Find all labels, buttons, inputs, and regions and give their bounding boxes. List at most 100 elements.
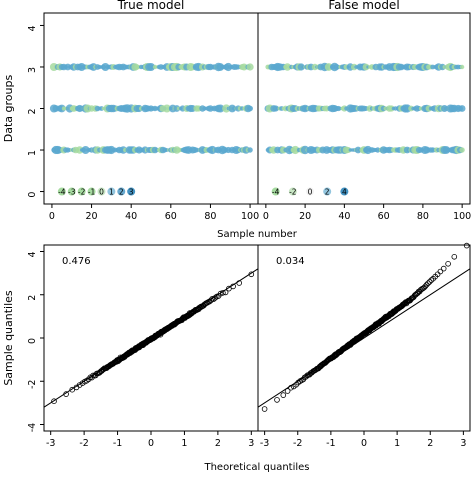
panel-title: True model	[117, 0, 185, 12]
legend-swatch	[271, 187, 280, 196]
x-tick-label: -2	[293, 438, 302, 449]
value-legend: -4 -2 0 2 4	[271, 187, 349, 197]
dot	[247, 147, 253, 153]
p-value-annotation: 0.476	[62, 256, 91, 267]
y-axis-label: Sample quantiles	[2, 290, 15, 386]
y-tick-label: -4	[27, 423, 38, 432]
qq-point	[284, 388, 291, 394]
value-legend: -4 -3 -2 -1 0 1 2 3	[57, 187, 136, 197]
legend-swatch	[127, 187, 136, 196]
qq-panel-2: 0.034 -3 -2 -1 0 1 2 3	[257, 242, 471, 449]
x-tick-label: 0	[263, 211, 269, 222]
legend-label: 3	[129, 188, 134, 197]
x-tick-label: 80	[417, 211, 429, 222]
qq-point	[274, 397, 280, 403]
y-tick-label: 0	[27, 338, 38, 344]
dot	[246, 63, 254, 71]
qq-point	[445, 260, 451, 267]
dot	[459, 147, 465, 153]
qq-point	[423, 281, 430, 288]
dot	[75, 146, 84, 154]
qq-point	[288, 384, 294, 391]
x-tick-label: 0	[148, 438, 154, 449]
dot-row-2	[49, 104, 254, 113]
x-tick-label: 80	[204, 211, 216, 222]
legend-label: -2	[289, 188, 297, 197]
qq-points	[51, 271, 255, 405]
x-tick-label: 1	[181, 438, 187, 449]
y-tick-label: 4	[27, 251, 38, 257]
panel-title: False model	[328, 0, 399, 12]
x-tick-label: -3	[46, 438, 55, 449]
qq-point	[230, 283, 236, 290]
legend-label: 1	[109, 188, 114, 197]
qq-point	[226, 285, 232, 292]
qq-point	[280, 392, 287, 398]
legend-label: -1	[88, 188, 96, 197]
dot	[362, 63, 370, 71]
dot	[297, 63, 305, 71]
x-tick-label: 1	[394, 438, 400, 449]
qq-point	[63, 391, 69, 397]
y-tick-label: 0	[27, 192, 38, 198]
legend-swatch	[288, 187, 297, 196]
x-tick-label: 2	[427, 438, 433, 449]
legend-label: 0	[308, 188, 313, 197]
legend-label: -2	[78, 188, 86, 197]
p-value-annotation: 0.034	[276, 256, 305, 267]
x-tick-label: -3	[260, 438, 269, 449]
dot-row-1	[265, 145, 465, 155]
legend-swatch	[340, 187, 349, 196]
reference-line	[257, 268, 471, 408]
dot	[81, 146, 90, 154]
x-tick-label: 20	[86, 211, 98, 222]
x-tick-label: 40	[338, 211, 350, 222]
x-tick-label: 100	[241, 211, 259, 222]
qq-point	[434, 271, 441, 278]
legend-label: -4	[272, 188, 280, 197]
x-tick-label: 3	[460, 438, 466, 449]
legend-swatch	[77, 187, 86, 196]
qq-point	[84, 377, 90, 384]
qq-point	[217, 290, 224, 297]
y-axis-label: Data groups	[2, 75, 15, 143]
qq-point	[261, 406, 268, 412]
dot	[222, 104, 231, 113]
legend-label: -3	[68, 188, 76, 197]
legend-label: -4	[58, 188, 66, 197]
qq-point	[248, 271, 255, 278]
legend-swatch	[306, 187, 315, 196]
y-tick-label: 3	[27, 67, 38, 73]
y-tick-label: 2	[27, 108, 38, 114]
qq-point	[428, 277, 435, 283]
legend-swatch	[323, 187, 332, 196]
dot-row-1	[51, 145, 253, 155]
legend-label: 0	[99, 188, 104, 197]
x-tick-label: -1	[113, 438, 122, 449]
legend-swatch	[107, 187, 116, 196]
legend-swatch	[57, 187, 66, 196]
qq-point	[437, 268, 444, 275]
legend-label: 2	[325, 188, 330, 197]
x-tick-label: 60	[165, 211, 177, 222]
qq-point	[426, 279, 433, 285]
dot-row-3	[265, 62, 465, 72]
top-panel-2: False model-4 -2 0 2 40 20 40 60 80 100	[257, 0, 471, 222]
x-tick-label: 100	[453, 211, 471, 222]
y-tick-label: 4	[27, 25, 38, 31]
top-panel-1: True model-4 -3 -2 -1 0 1 2 30 20 40 60 80 100	[43, 0, 259, 222]
x-tick-label: 0	[49, 211, 55, 222]
x-tick-label: 0	[361, 438, 367, 449]
qq-point	[220, 289, 226, 296]
legend-label: 4	[342, 188, 347, 197]
legend-label: 2	[119, 188, 124, 197]
x-tick-label: 3	[248, 438, 254, 449]
x-tick-label: 2	[215, 438, 221, 449]
dot	[162, 104, 171, 113]
qq-point	[222, 289, 229, 296]
dot-row-3	[49, 62, 254, 72]
x-axis-label: Sample number	[217, 229, 298, 240]
qq-panel-1: 0.476 -3 -2 -1 0 1 2 3	[43, 244, 259, 449]
qq-points	[261, 242, 470, 412]
